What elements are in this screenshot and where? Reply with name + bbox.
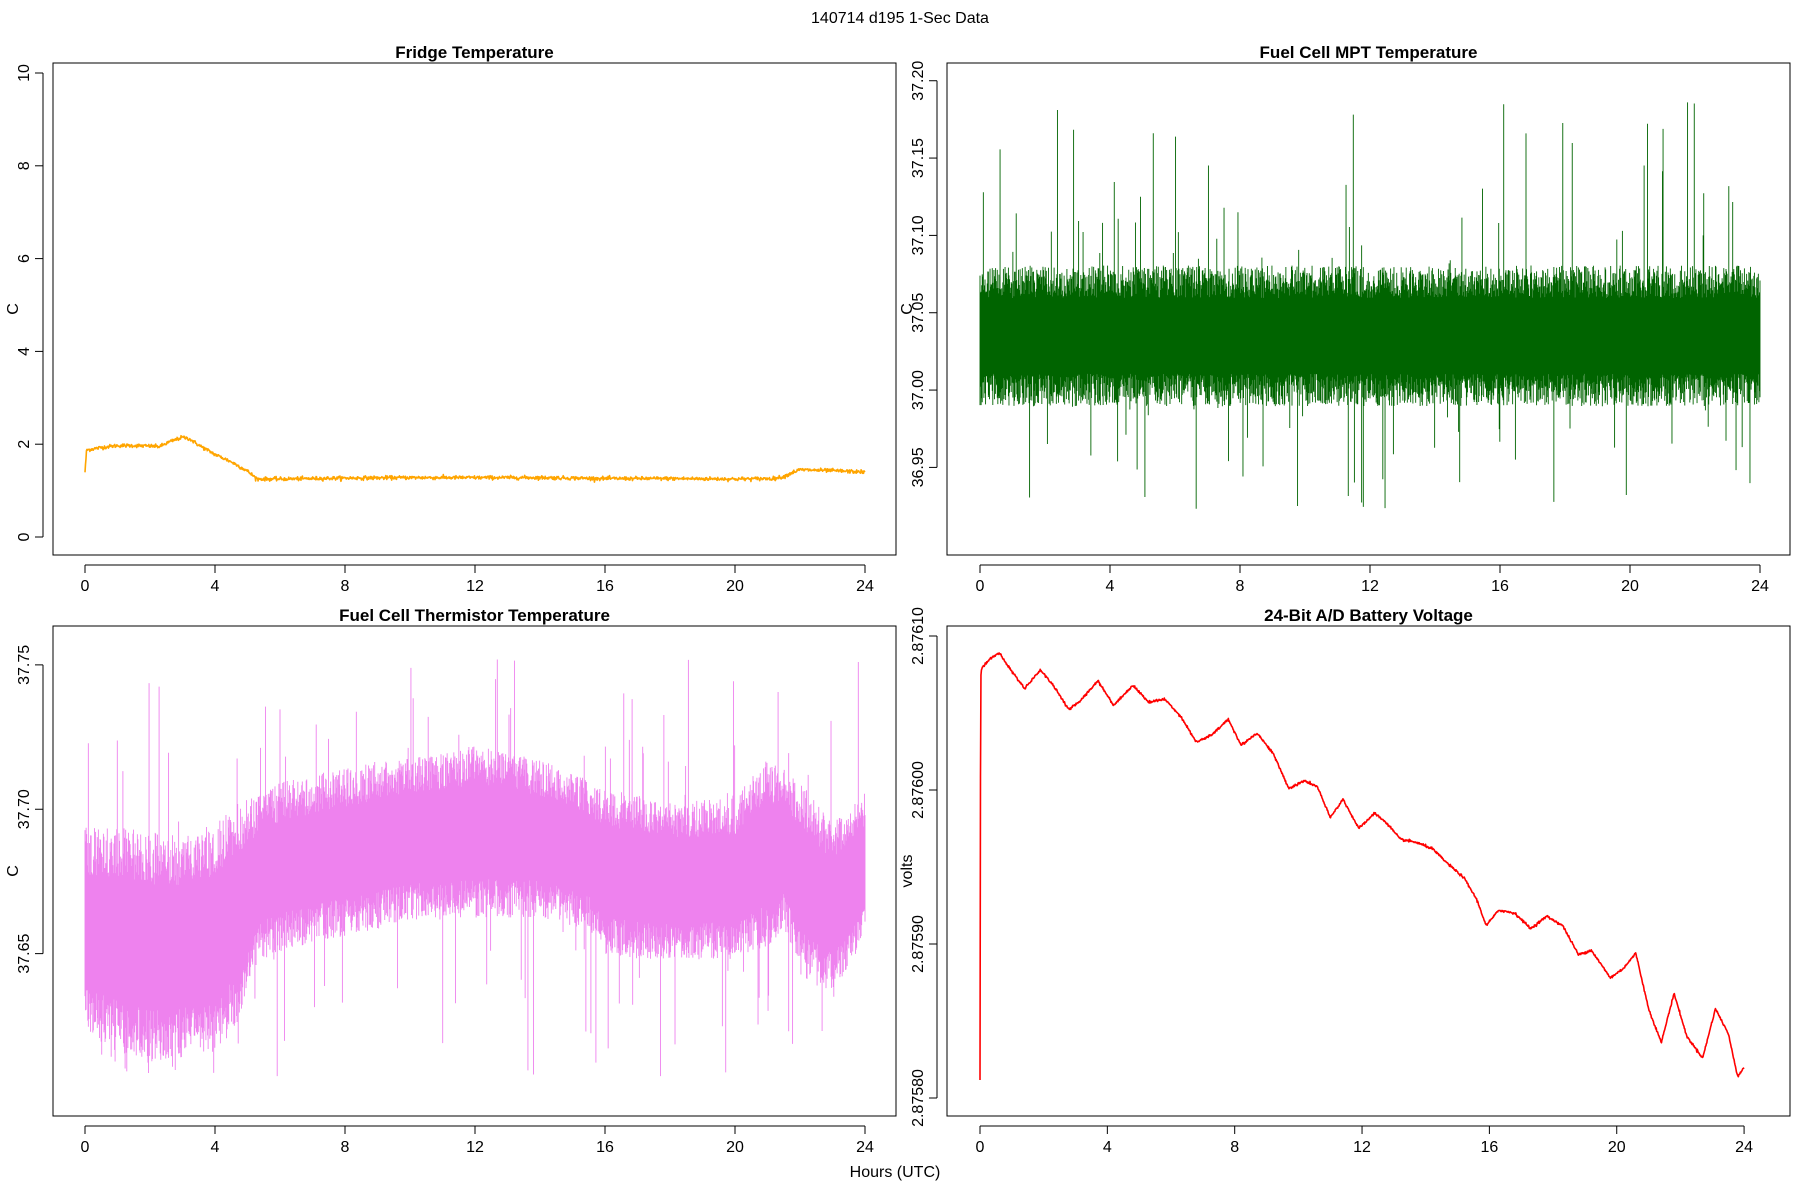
y-axis-label: volts bbox=[899, 855, 916, 888]
data-band-trace bbox=[84, 659, 866, 1077]
y-tick-label: 37.15 bbox=[910, 138, 927, 178]
plot-area bbox=[979, 102, 1761, 509]
x-tick-label: 24 bbox=[1735, 1139, 1753, 1156]
x-tick-label: 8 bbox=[341, 1139, 350, 1156]
x-tick-label: 8 bbox=[341, 578, 350, 595]
y-tick-label: 10 bbox=[16, 64, 33, 82]
x-tick-label: 16 bbox=[1480, 1139, 1498, 1156]
x-tick-label: 12 bbox=[466, 578, 484, 595]
x-tick-label: 20 bbox=[726, 1139, 744, 1156]
x-tick-label: 0 bbox=[976, 578, 985, 595]
x-tick-label: 0 bbox=[976, 1139, 985, 1156]
series-line bbox=[84, 434, 866, 483]
plot-area bbox=[84, 434, 866, 483]
y-tick-label: 6 bbox=[16, 254, 33, 263]
y-tick-label: 4 bbox=[16, 347, 33, 356]
series-line bbox=[979, 652, 1745, 1080]
x-tick-label: 24 bbox=[1751, 578, 1769, 595]
x-tick-label: 20 bbox=[726, 578, 744, 595]
plot-area bbox=[979, 652, 1745, 1080]
y-tick-label: 37.00 bbox=[910, 370, 927, 410]
fuel-cell-thermistor-temperature-panel: Fuel Cell Thermistor Temperature C 0 4 8 12… bbox=[5, 606, 897, 1156]
y-tick-label: 37.75 bbox=[16, 645, 33, 685]
y-tick-label: 37.20 bbox=[910, 61, 927, 101]
x-tick-label: 0 bbox=[81, 578, 90, 595]
y-tick-label: 2 bbox=[16, 440, 33, 449]
fuel-cell-mpt-temperature-panel: Fuel Cell MPT Temperature C 0 4 8 12 16 20 24 3… bbox=[899, 43, 1791, 595]
y-tick-label: 37.05 bbox=[910, 293, 927, 333]
panel-title: Fridge Temperature bbox=[395, 43, 553, 62]
y-tick-label: 37.70 bbox=[16, 789, 33, 829]
plot-area bbox=[84, 659, 866, 1077]
plot-frame bbox=[946, 625, 1791, 1117]
plot-frame bbox=[52, 62, 897, 556]
x-tick-label: 12 bbox=[1353, 1139, 1371, 1156]
y-tick-label: 8 bbox=[16, 161, 33, 170]
panel-title: 24-Bit A/D Battery Voltage bbox=[1264, 606, 1473, 625]
y-tick-label: 2.87610 bbox=[910, 607, 927, 665]
x-tick-label: 4 bbox=[1103, 1139, 1112, 1156]
x-tick-label: 8 bbox=[1236, 578, 1245, 595]
y-axis-label: C bbox=[899, 303, 916, 315]
y-axis-label: C bbox=[5, 303, 22, 315]
y-tick-label: 37.10 bbox=[910, 215, 927, 255]
y-tick-label: 2.87590 bbox=[910, 915, 927, 973]
x-tick-label: 4 bbox=[211, 1139, 220, 1156]
x-tick-label: 12 bbox=[1361, 578, 1379, 595]
x-tick-label: 16 bbox=[1491, 578, 1509, 595]
x-tick-label: 20 bbox=[1621, 578, 1639, 595]
shared-x-axis-label: Hours (UTC) bbox=[850, 1164, 941, 1181]
panel-title: Fuel Cell MPT Temperature bbox=[1260, 43, 1478, 62]
y-axis-label: C bbox=[5, 865, 22, 877]
panel-title: Fuel Cell Thermistor Temperature bbox=[339, 606, 610, 625]
y-tick-label: 0 bbox=[16, 532, 33, 541]
x-tick-label: 16 bbox=[596, 578, 614, 595]
x-tick-label: 0 bbox=[81, 1139, 90, 1156]
page-title: 140714 d195 1-Sec Data bbox=[811, 10, 989, 27]
x-tick-label: 20 bbox=[1608, 1139, 1626, 1156]
y-tick-label: 36.95 bbox=[910, 447, 927, 487]
x-tick-label: 24 bbox=[856, 1139, 874, 1156]
battery-voltage-panel: 24-Bit A/D Battery Voltage volts 0 4 8 12 16… bbox=[899, 606, 1791, 1156]
plot-frame bbox=[52, 625, 897, 1117]
y-tick-label: 37.65 bbox=[16, 934, 33, 974]
x-tick-label: 24 bbox=[856, 578, 874, 595]
x-tick-label: 8 bbox=[1230, 1139, 1239, 1156]
x-tick-label: 12 bbox=[466, 1139, 484, 1156]
x-tick-label: 4 bbox=[211, 578, 220, 595]
y-tick-label: 2.87600 bbox=[910, 761, 927, 819]
plot-frame bbox=[946, 62, 1791, 556]
x-tick-label: 4 bbox=[1106, 578, 1115, 595]
y-tick-label: 2.87580 bbox=[910, 1069, 927, 1127]
x-tick-label: 16 bbox=[596, 1139, 614, 1156]
data-band-trace bbox=[979, 102, 1761, 509]
